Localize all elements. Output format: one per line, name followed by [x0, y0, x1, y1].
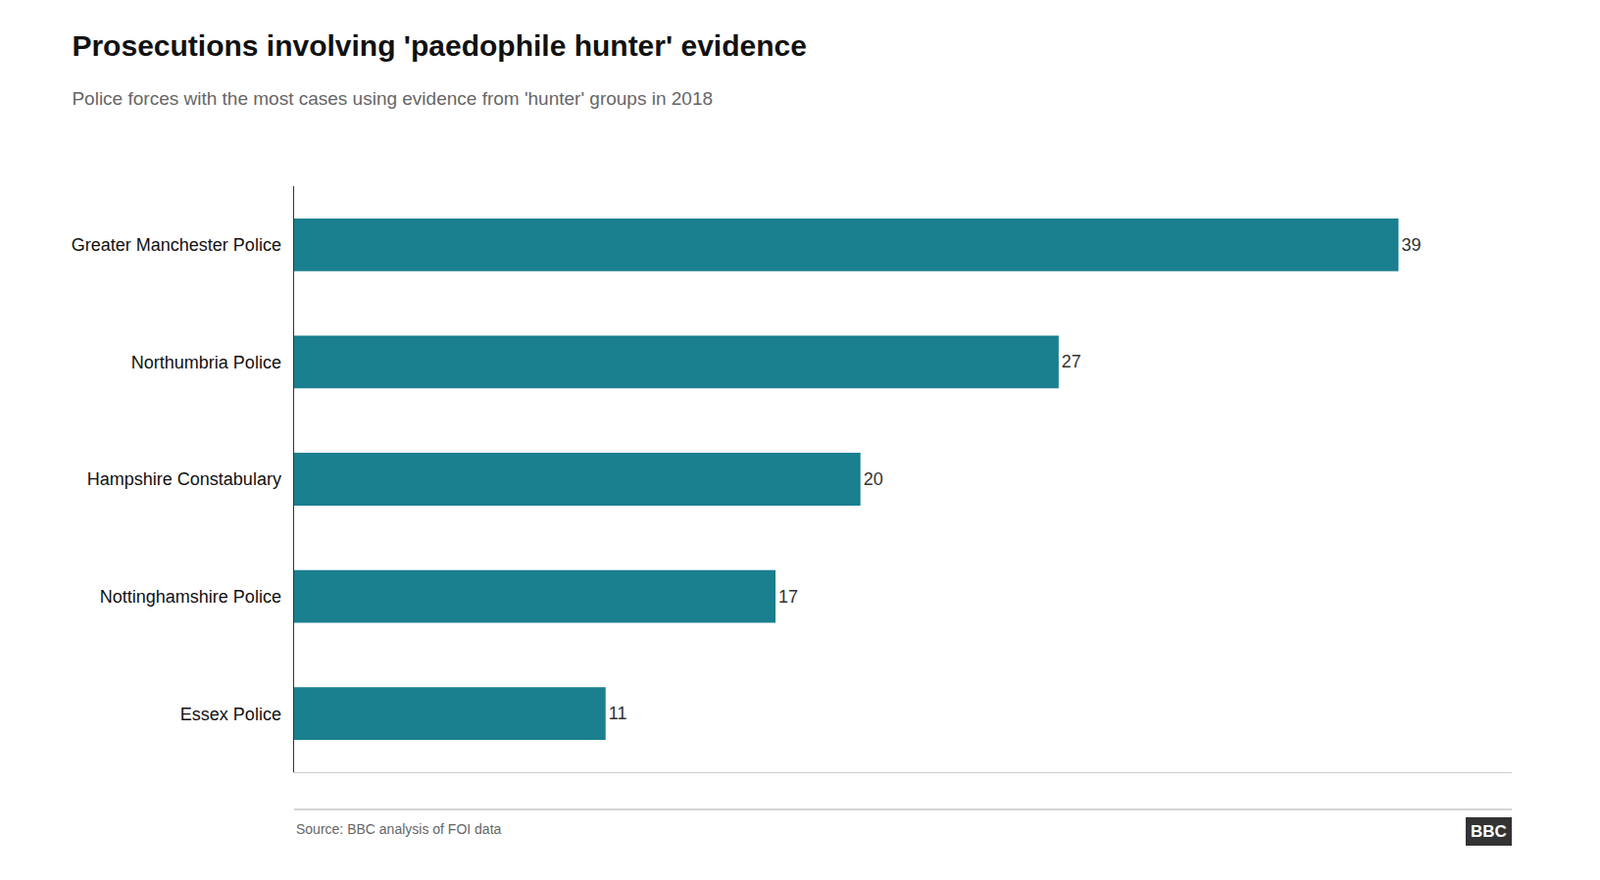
svg-text:Source: BBC analysis of FOI da: Source: BBC analysis of FOI data — [296, 821, 502, 838]
svg-text:20: 20 — [863, 469, 884, 490]
svg-text:Police forces with the most ca: Police forces with the most cases using … — [71, 88, 713, 109]
svg-text:Hampshire Constabulary: Hampshire Constabulary — [87, 469, 282, 490]
svg-text:11: 11 — [608, 703, 628, 724]
svg-text:Prosecutions involving 'paedop: Prosecutions involving 'paedophile hunte… — [71, 29, 806, 62]
svg-text:17: 17 — [778, 587, 799, 607]
svg-text:Northumbria Police: Northumbria Police — [131, 352, 282, 373]
svg-text:Nottinghamshire Police: Nottinghamshire Police — [100, 587, 282, 607]
svg-text:Greater Manchester Police: Greater Manchester Police — [71, 235, 282, 255]
svg-text:27: 27 — [1061, 351, 1082, 372]
svg-text:Essex Police: Essex Police — [180, 704, 282, 725]
svg-text:BBC: BBC — [1470, 822, 1507, 842]
svg-text:39: 39 — [1400, 235, 1421, 255]
